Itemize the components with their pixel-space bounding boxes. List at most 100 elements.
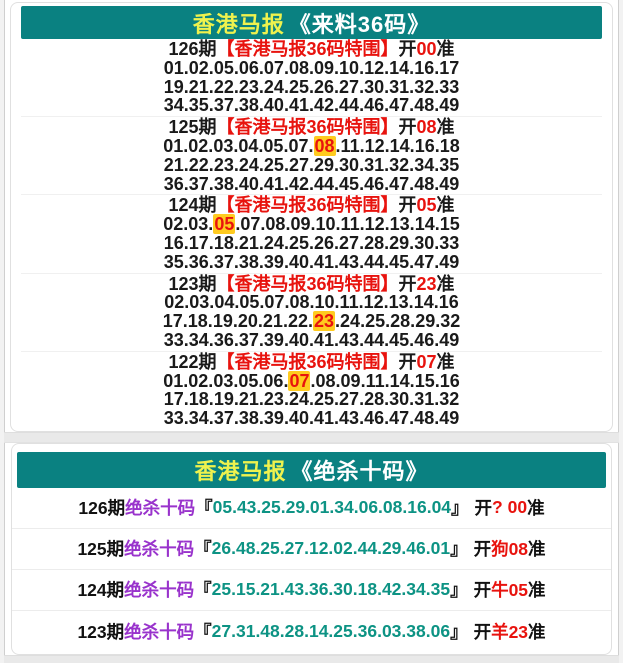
dot-separator: . [285,214,291,235]
dot-separator: . [359,251,365,272]
result-number: ? 00 [492,497,528,518]
dot-separator: . [283,232,289,253]
dot-separator: . [409,408,415,429]
dot-separator: . [359,214,365,235]
number-line: 17.18.19.20.21.22.23.24.25.28.29.32 [21,311,602,332]
number: 12 [363,292,384,313]
dot-separator: . [208,389,214,410]
kill-numbers: 27.31.48.28.14.25.36.03.38.06 [211,620,451,641]
number: 26 [314,76,335,97]
number: 17 [163,389,184,410]
dot-separator: . [283,389,289,410]
number: 28 [364,389,385,410]
dot-separator: . [433,292,439,313]
dot-separator: . [335,311,341,332]
number: 31 [389,76,410,97]
dot-separator: . [283,154,289,175]
dot-separator: . [359,57,365,78]
period-label: 126期 [78,498,126,519]
number: 34 [188,329,209,350]
dot-separator: . [208,329,214,350]
dot-separator: . [208,370,214,391]
number: 14 [413,292,434,313]
number: 16 [438,292,459,313]
number: 39 [263,329,284,350]
dot-separator: . [183,135,189,156]
number: 28 [390,311,411,332]
highlighted-number: 07 [288,370,311,391]
kill-row: 123期 绝杀十码『27.31.48.28.14.25.36.03.38.06』开… [12,611,611,652]
dot-separator: . [233,76,239,97]
dot-separator: . [359,154,365,175]
dot-separator: . [359,232,365,253]
dot-separator: . [233,389,239,410]
number: 33 [439,232,460,253]
number-line: 02.03.04.05.07.08.10.11.12.13.14.16 [21,293,602,312]
block-title: 122期【香港马报36码特围】开07准 [21,352,602,372]
number: 24 [238,154,259,175]
number-line: 36.37.38.40.41.42.44.45.46.47.48.49 [21,173,602,194]
kill-tag: 绝杀十码 [124,621,195,642]
number: 11 [365,370,385,391]
dot-separator: . [409,232,415,253]
dot-separator: . [334,251,340,272]
number: 20 [237,311,258,332]
number: 14 [414,214,435,235]
dot-separator: . [258,329,264,350]
result-number: 23 [416,273,437,294]
dot-separator: . [308,408,314,429]
number: 36 [213,329,234,350]
number-line: 02.03.05.07.08.09.10.11.12.13.14.15 [21,214,602,235]
number: 46 [364,173,385,194]
highlighted-number: 08 [313,135,336,156]
number: 08 [265,214,286,235]
close-bracket: 』 [451,498,469,519]
number: 25 [263,154,284,175]
dot-separator: . [434,251,440,272]
number: 35 [439,154,460,175]
dot-separator: . [257,311,263,332]
number: 05 [238,370,259,391]
dot-separator: . [310,370,316,391]
number: 46 [414,329,435,350]
accurate-label: 准 [528,539,546,560]
dot-separator: . [308,135,314,156]
card-kill-ten-title: 《绝杀十码》 [290,458,429,484]
dot-separator: . [434,329,440,350]
dot-separator: . [309,292,315,313]
dot-separator: . [233,408,239,429]
number-line: 33.34.36.37.39.40.41.43.44.45.46.49 [21,331,602,350]
dot-separator: . [208,251,214,272]
number: 15 [414,370,435,391]
open-label: 开 [473,580,492,601]
number: 12 [364,214,385,235]
number: 16 [163,232,184,253]
number: 25 [288,76,309,97]
open-bracket: 『 [195,498,213,519]
block-tag: 【香港马报36码特围】 [216,117,399,138]
dot-separator: . [334,329,340,350]
dot-separator: . [435,311,441,332]
number: 47 [389,95,410,116]
number: 38 [238,95,259,116]
dot-separator: . [208,232,214,253]
number: 08 [289,292,310,313]
kill-row: 125期 绝杀十码『26.48.25.27.12.02.44.29.46.01』开… [12,529,611,570]
open-label: 开 [398,117,417,138]
number: 29 [415,311,436,332]
number: 01 [163,135,184,156]
number: 11 [340,214,360,235]
number: 24 [288,389,309,410]
dot-separator: . [384,95,390,116]
kill-row: 126期 绝杀十码『05.43.25.29.01.34.06.08.16.04』开… [12,488,611,529]
number: 03 [188,214,209,235]
number: 21 [262,311,283,332]
number: 32 [414,76,435,97]
dot-separator: . [334,154,340,175]
number: 18 [187,311,208,332]
dot-separator: . [182,311,188,332]
number: 44 [364,251,385,272]
dot-separator: . [334,389,340,410]
number: 49 [439,329,460,350]
number: 47 [389,173,410,194]
